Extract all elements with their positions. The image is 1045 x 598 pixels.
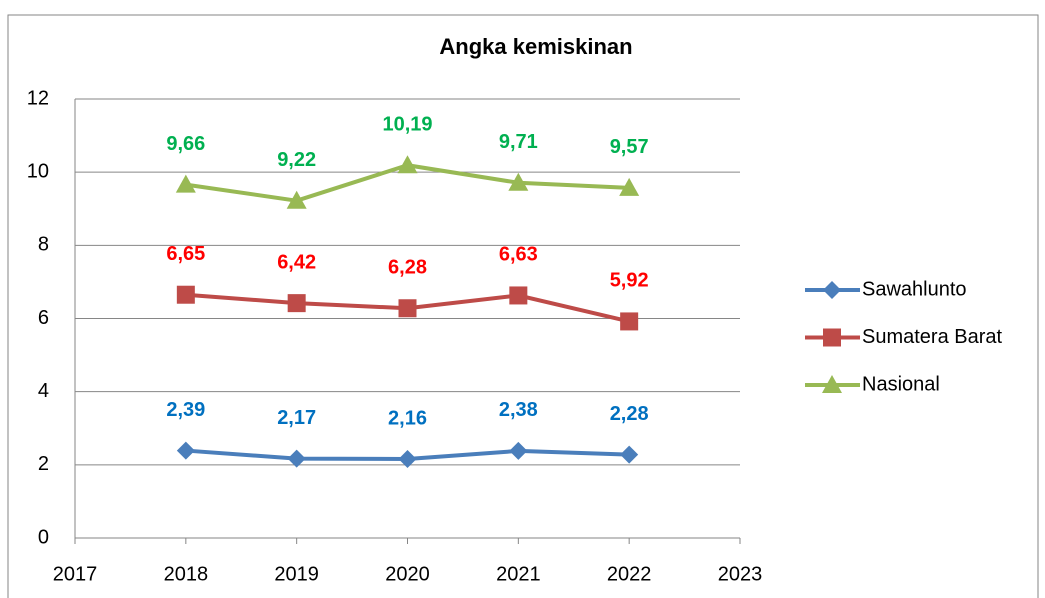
marker: [509, 441, 528, 460]
marker: [287, 294, 306, 313]
chart-border: [7, 14, 1039, 598]
data-label: 6,42: [277, 251, 316, 273]
marker: [822, 375, 842, 393]
marker: [620, 312, 639, 331]
data-label: 5,92: [610, 270, 649, 292]
y-tick-label: 12: [27, 87, 49, 109]
marker: [823, 281, 841, 299]
x-tick-label: 2017: [53, 563, 98, 585]
marker: [398, 299, 417, 318]
x-tick-label: 2021: [496, 563, 541, 585]
marker: [176, 441, 195, 460]
x-tick-label: 2018: [164, 563, 209, 585]
marker: [286, 190, 307, 209]
data-label: 9,57: [610, 136, 649, 158]
legend-label: Nasional: [862, 373, 940, 395]
legend-label: Sumatera Barat: [862, 326, 1003, 348]
data-label: 2,39: [166, 399, 205, 421]
marker: [175, 174, 196, 193]
data-label: 9,71: [499, 131, 538, 153]
data-label: 9,66: [166, 133, 205, 155]
data-label: 2,17: [277, 407, 316, 429]
data-label: 10,19: [382, 113, 432, 135]
x-tick-label: 2019: [274, 563, 319, 585]
data-label: 6,65: [166, 243, 205, 265]
data-label: 2,38: [499, 399, 538, 421]
x-tick-label: 2022: [607, 563, 652, 585]
marker: [397, 155, 418, 174]
y-tick-label: 6: [38, 307, 49, 329]
data-label: 9,22: [277, 149, 316, 171]
data-label: 6,28: [388, 257, 427, 279]
x-tick-label: 2023: [718, 563, 763, 585]
marker: [287, 449, 306, 468]
marker: [620, 445, 639, 464]
legend-label: Sawahlunto: [862, 278, 967, 300]
marker: [176, 285, 195, 304]
marker: [619, 177, 640, 196]
y-tick-label: 2: [38, 453, 49, 475]
y-tick-label: 8: [38, 234, 49, 256]
data-label: 2,16: [388, 407, 427, 429]
y-tick-label: 4: [38, 380, 49, 402]
marker: [398, 449, 417, 468]
x-tick-label: 2020: [385, 563, 430, 585]
marker: [509, 286, 528, 305]
data-label: 2,28: [610, 403, 649, 425]
data-label: 6,63: [499, 244, 538, 266]
marker: [823, 328, 841, 347]
y-tick-label: 0: [38, 526, 49, 548]
chart-title: Angka kemiskinan: [439, 34, 632, 59]
marker: [508, 172, 529, 191]
y-tick-label: 10: [27, 160, 49, 182]
